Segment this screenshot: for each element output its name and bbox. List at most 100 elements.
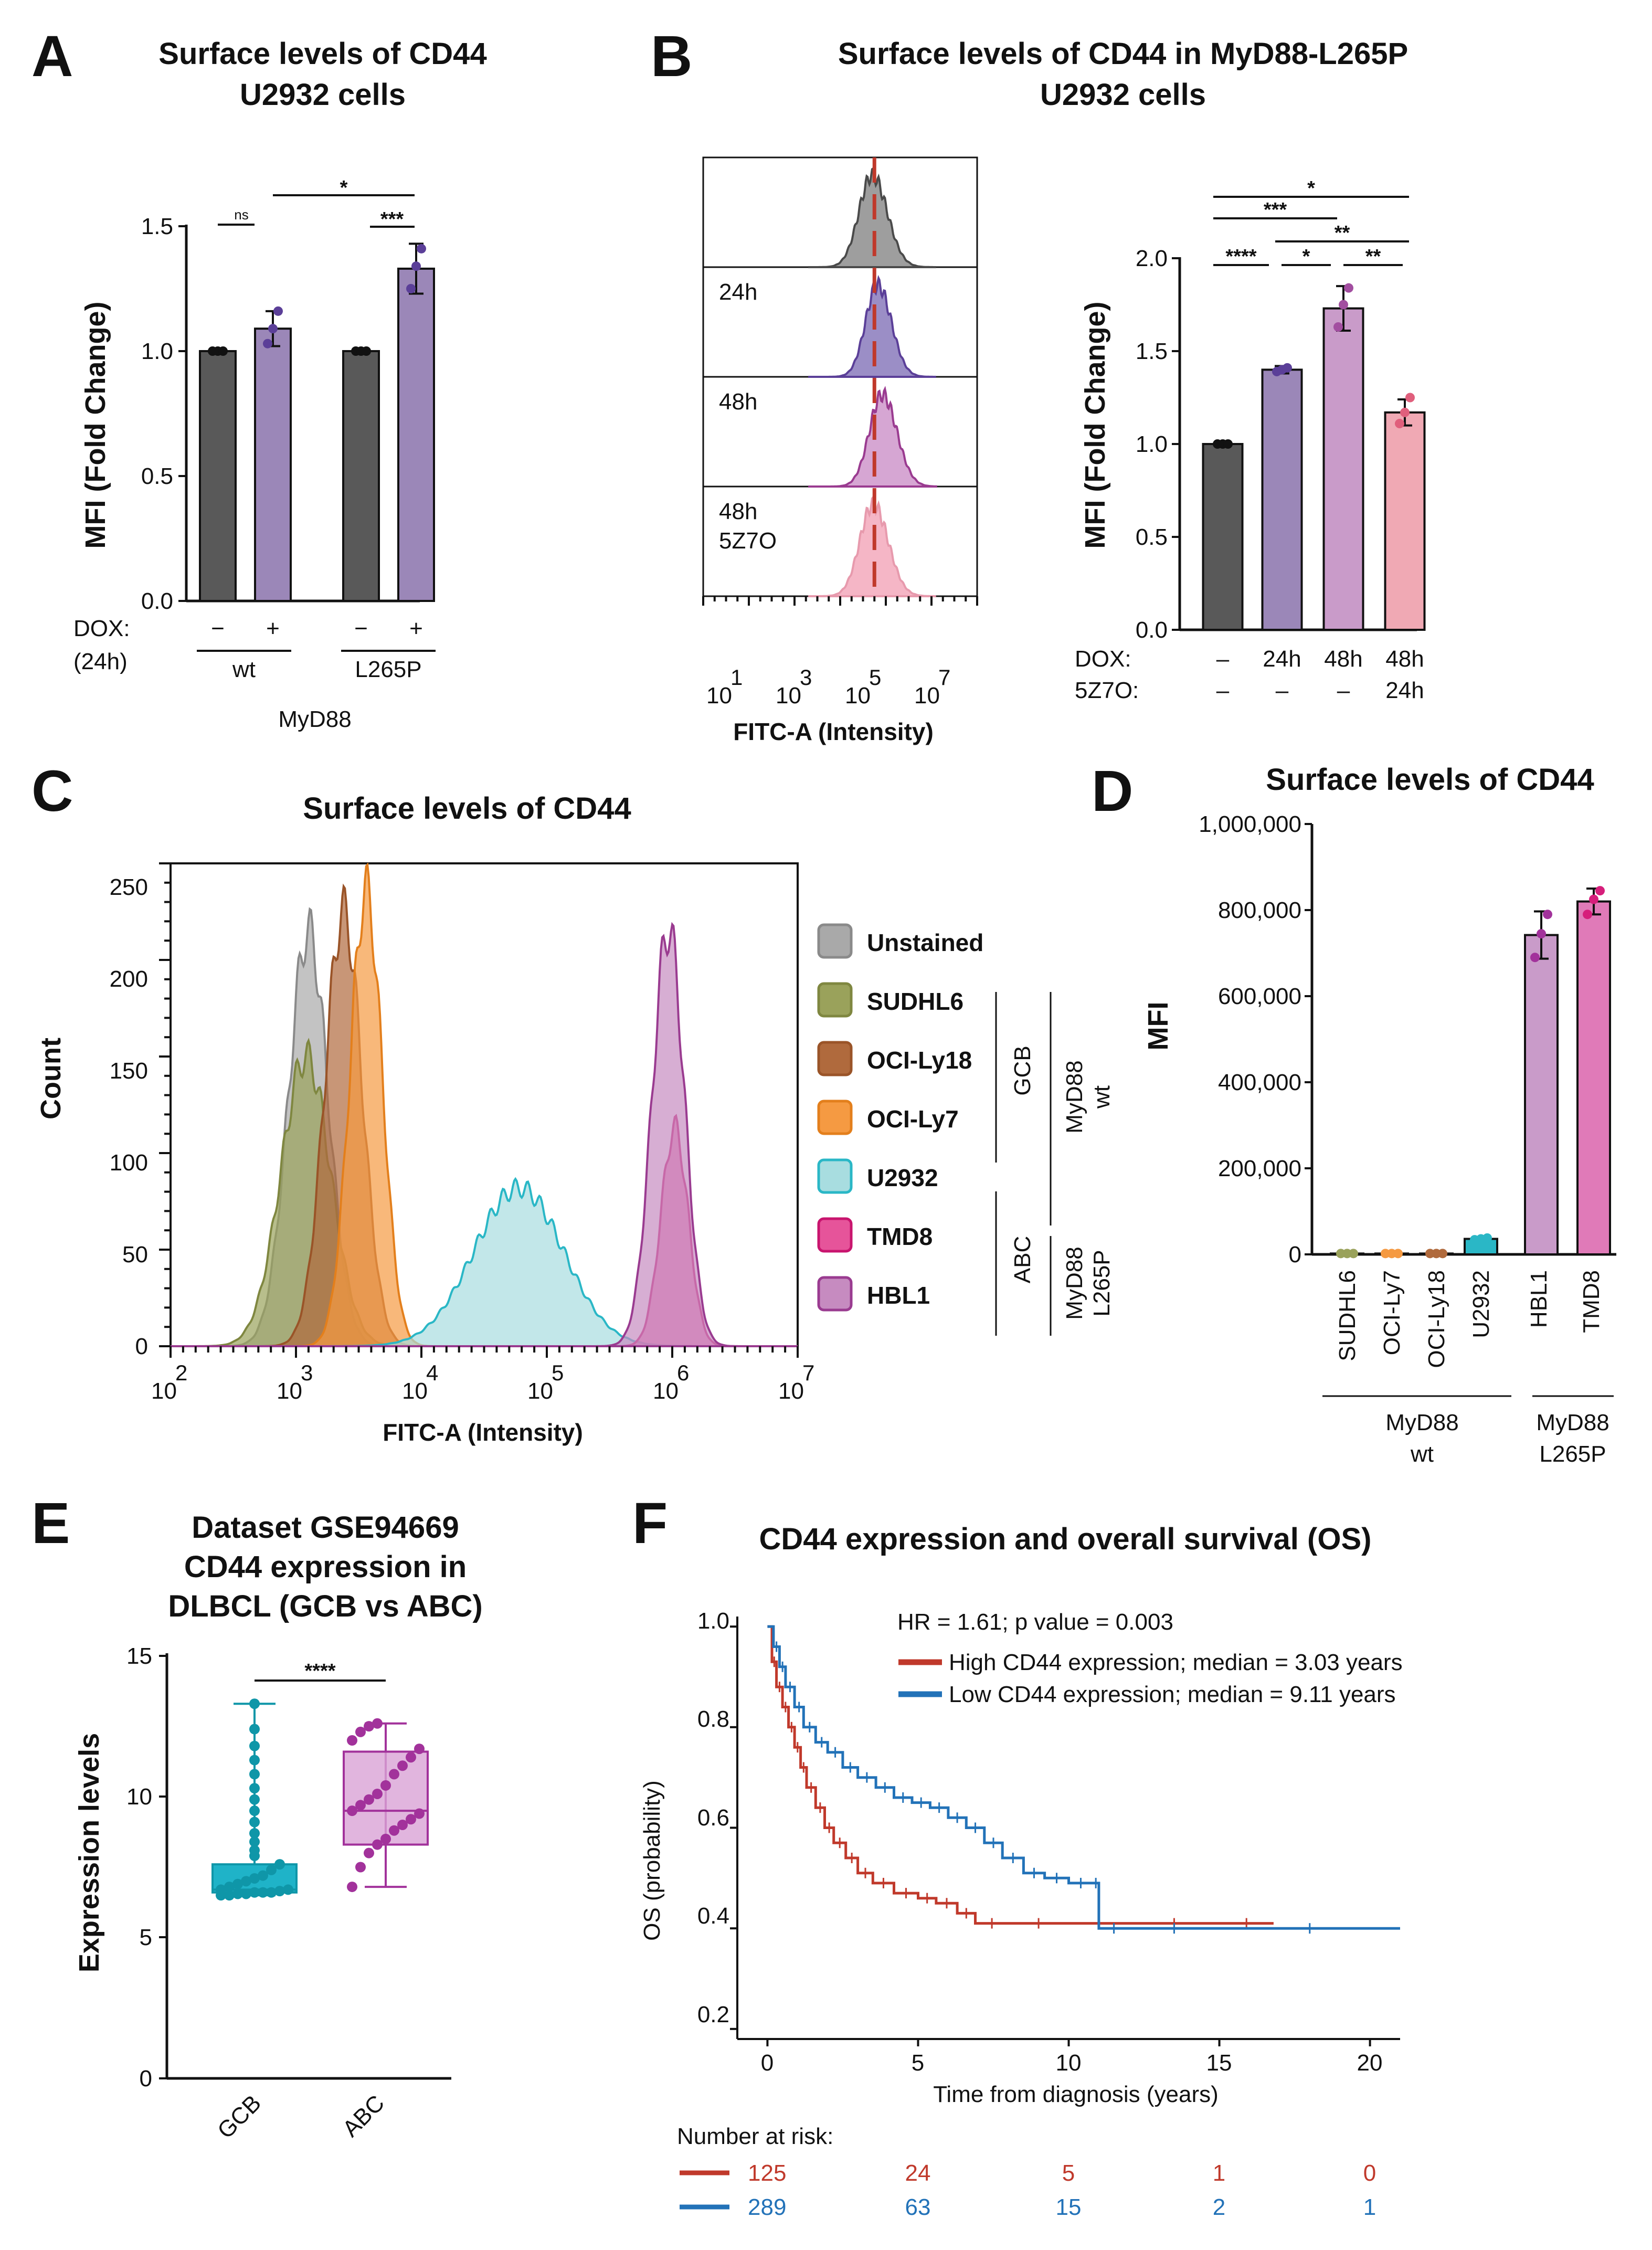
panel-c-mut-label2: L265P: [1089, 1250, 1115, 1316]
data-point: [249, 1755, 260, 1766]
panel-c-xtick: 10: [778, 1378, 804, 1404]
panel-c-xtick-exp: 4: [426, 1360, 438, 1385]
panel-c-legend: Unstained SUDHL6 OCI-Ly18 OCI-Ly7 U2932 TMD8 H…: [817, 923, 983, 1312]
panel-a-dox-value: +: [409, 616, 423, 641]
data-point: [224, 1882, 235, 1893]
data-point: [241, 1888, 251, 1899]
panel-f-risk-low: 15: [1056, 2194, 1082, 2220]
panel-c-xtick-exp: 7: [802, 1360, 814, 1385]
data-point: [397, 1760, 408, 1771]
data-point: [224, 1890, 235, 1901]
panel-e-boxes: [211, 1698, 429, 1901]
histogram-2: [808, 274, 936, 378]
panel-f-xtick: 20: [1357, 2050, 1383, 2076]
panel-f-risk-high: 5: [1062, 2160, 1075, 2186]
panel-label-a: A: [31, 24, 73, 89]
panel-f-xtick: 0: [761, 2050, 774, 2076]
panel-d-mut-label1: MyD88: [1536, 1410, 1609, 1435]
panel-f-risk-low: 1: [1363, 2194, 1376, 2220]
data-point: [249, 1816, 260, 1828]
data-point: [268, 324, 278, 334]
panel-a-subtitle: U2932 cells: [240, 78, 406, 112]
panel-b-5z7o-label: 5Z7O:: [1075, 678, 1139, 703]
data-point: [417, 244, 426, 253]
data-point: [249, 1845, 260, 1856]
panel-a-ylabel: MFI (Fold Change): [80, 302, 111, 549]
panel-f-xtick: 5: [912, 2050, 924, 2076]
bar: [1384, 411, 1426, 631]
legend-label: HBL1: [867, 1282, 930, 1309]
panel-c-ytick: 50: [122, 1242, 148, 1267]
panel-f-legend-high: High CD44 expression; median = 3.03 year…: [949, 1650, 1403, 1675]
survival-curve-low: [767, 1625, 1400, 1930]
data-point: [364, 1721, 374, 1732]
panel-b-title: Surface levels of CD44 in MyD88-L265P: [838, 37, 1408, 71]
data-point: [249, 1769, 260, 1780]
panel-e-ytick: 10: [126, 1784, 152, 1810]
data-point: [1530, 953, 1540, 963]
panel-a-bars: [199, 242, 435, 603]
panel-label-c: C: [31, 759, 73, 823]
data-point: [406, 284, 416, 293]
data-point: [372, 1839, 383, 1850]
panel-a-sig-label: *: [340, 177, 348, 199]
data-point: [249, 1740, 260, 1751]
panel-f-risk-high: 0: [1363, 2160, 1376, 2186]
panel-d-ytick: 1,000,000: [1199, 811, 1301, 837]
panel-d-xtick: TMD8: [1579, 1270, 1604, 1333]
panel-f-risk-low: 2: [1213, 2194, 1225, 2220]
panel-b-hist-xtick: 10: [706, 683, 732, 709]
data-point: [1438, 1249, 1447, 1259]
panel-label-f: F: [632, 1491, 668, 1556]
panel-a-ytick: 1.5: [141, 214, 173, 239]
panel-d-ytick: 600,000: [1218, 984, 1301, 1009]
panel-c-xtick: 10: [527, 1378, 553, 1404]
panel-b-5z7o-value: –: [1337, 678, 1350, 703]
data-point: [274, 1886, 285, 1897]
panel-d-xtick: U2932: [1468, 1270, 1494, 1338]
panel-e-xtick-abc: ABC: [337, 2090, 389, 2142]
panel-d-chart: Surface levels of CD44 MFI 0 200,000 400…: [1142, 763, 1616, 1467]
panel-e-ytick: 0: [140, 2066, 152, 2091]
sig-label: ****: [1225, 246, 1256, 268]
data-point: [364, 1794, 374, 1805]
panel-f-ytick: 0.6: [697, 1805, 729, 1831]
data-point: [389, 1825, 399, 1836]
data-point: [249, 1724, 260, 1735]
panel-a-dox-sub: (24h): [73, 649, 128, 674]
data-point: [218, 346, 228, 356]
panel-d-ylabel: MFI: [1142, 1002, 1174, 1051]
panel-d-ytick: 800,000: [1218, 897, 1301, 923]
panel-f-risk-low: 63: [905, 2194, 931, 2220]
legend-label: OCI-Ly7: [867, 1105, 959, 1133]
panel-f-risk-title: Number at risk:: [677, 2124, 833, 2149]
panel-d-xtick: SUDHL6: [1335, 1270, 1360, 1361]
panel-f-risk-high: 24: [905, 2160, 931, 2186]
bar: [254, 328, 292, 602]
panel-a-group-l265p: L265P: [355, 657, 421, 682]
panel-b-ytick: 2.0: [1136, 246, 1168, 271]
data-point: [355, 1800, 366, 1811]
data-point: [274, 1859, 285, 1870]
panel-a-chart: Surface levels of CD44 U2932 cells MFI (…: [73, 37, 487, 732]
panel-b-ylabel: MFI (Fold Change): [1079, 302, 1111, 549]
panel-a-ytick: 0.5: [141, 463, 173, 489]
data-point: [249, 1698, 260, 1709]
data-point: [355, 1862, 366, 1873]
legend-label: TMD8: [867, 1223, 933, 1250]
panel-b-dox-value: 48h: [1324, 646, 1362, 672]
panel-e-sig-label: ****: [304, 1660, 335, 1682]
legend-label: U2932: [867, 1164, 938, 1191]
histogram-3: [808, 386, 937, 488]
legend-swatch: [817, 1041, 853, 1076]
histogram-4: [808, 495, 936, 597]
panel-a-sig-label: ns: [234, 207, 248, 223]
panel-b-hist-xtick-exp: 3: [800, 665, 812, 690]
panel-c-ytick: 100: [110, 1150, 148, 1176]
bar: [1524, 934, 1559, 1256]
panel-c-xtick: 10: [277, 1378, 302, 1404]
panel-a-dox-label: DOX:: [73, 616, 130, 641]
data-point: [258, 1870, 268, 1881]
data-point: [1333, 322, 1343, 332]
panel-b-dox-value: –: [1216, 646, 1230, 672]
